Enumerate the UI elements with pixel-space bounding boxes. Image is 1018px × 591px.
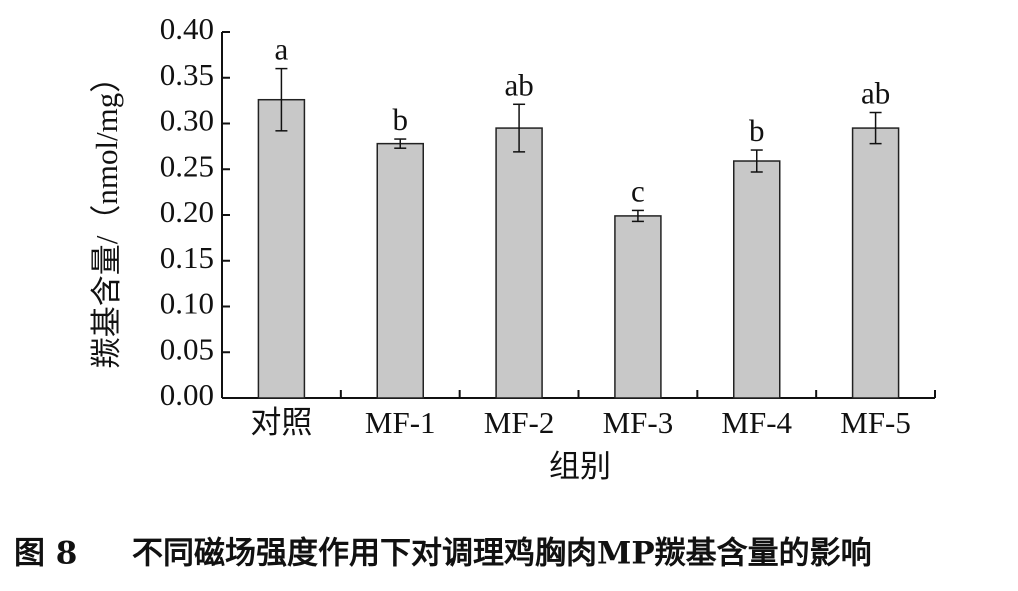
y-tick-label: 0.40 — [160, 11, 214, 46]
significance-letter: ab — [504, 67, 533, 102]
significance-letter: a — [275, 32, 289, 67]
significance-letter: b — [393, 102, 409, 137]
x-tick-label: MF-1 — [365, 405, 436, 440]
x-tick-label: MF-4 — [721, 405, 792, 440]
significance-letter: c — [631, 174, 645, 209]
x-axis-label: 组别 — [549, 449, 611, 484]
bar — [733, 160, 781, 399]
x-tick-label: MF-2 — [484, 405, 555, 440]
y-tick-label: 0.20 — [160, 194, 214, 229]
significance-letter: ab — [861, 76, 890, 111]
y-tick-label: 0.30 — [160, 103, 214, 138]
y-tick-label: 0.25 — [160, 148, 214, 183]
bar — [257, 98, 306, 399]
x-tick-label: MF-3 — [603, 405, 674, 440]
x-tick-label: MF-5 — [840, 405, 911, 440]
caption: 不同磁场强度作用下对调理鸡胸肉MP羰基含量的影响 — [132, 536, 872, 572]
bar — [614, 215, 662, 399]
bar — [376, 142, 424, 399]
y-tick-label: 0.10 — [160, 286, 214, 321]
y-tick-label: 0.00 — [160, 377, 214, 412]
significance-letter: b — [749, 113, 765, 148]
y-axis-label: 羰基含量/（nmol/mg） — [89, 62, 124, 369]
x-tick-label: 对照 — [250, 405, 312, 440]
bar — [495, 127, 543, 399]
figure-label: 图 8 — [14, 536, 77, 572]
bar — [851, 127, 900, 399]
y-tick-label: 0.05 — [160, 331, 214, 366]
y-tick-label: 0.35 — [160, 57, 214, 92]
y-tick-label: 0.15 — [160, 240, 214, 275]
